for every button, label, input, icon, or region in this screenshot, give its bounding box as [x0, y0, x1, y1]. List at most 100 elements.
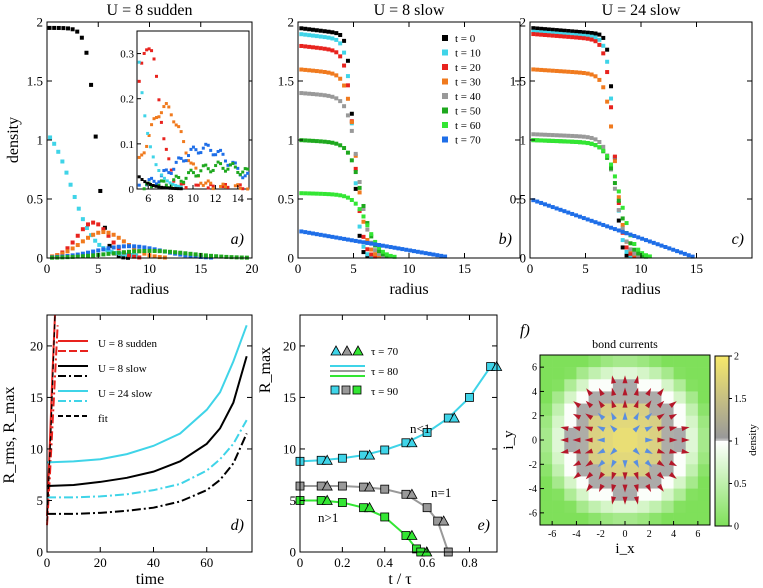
marker-square	[380, 512, 390, 522]
data-point-t20	[562, 34, 567, 39]
data-point-t30	[616, 195, 621, 200]
inset-point	[174, 123, 178, 127]
data-point-t40	[550, 133, 555, 138]
colorbar-tick-label: 2	[734, 352, 739, 363]
heatmap-cell	[637, 379, 650, 392]
data-point-t60	[361, 214, 366, 219]
inset-point	[246, 167, 250, 171]
panel-e: 0 0.2 0.4 0.6 0.8 0 5 10 15 20 t / τ R_max e) τ = 70 τ…	[257, 314, 503, 588]
current-arrow	[656, 413, 665, 421]
data-point-t70	[632, 233, 637, 238]
heatmap-cell	[697, 488, 711, 502]
data-point-t30	[612, 159, 617, 164]
inset-point	[174, 174, 178, 178]
current-arrow	[644, 459, 653, 468]
heatmap-cell	[612, 355, 626, 368]
current-arrow	[610, 447, 618, 455]
data-point-t30	[581, 71, 586, 76]
data-point-t70	[411, 249, 416, 254]
panel-b-label: b)	[499, 231, 512, 248]
data-point-t0	[318, 28, 323, 33]
inset-point	[194, 174, 198, 178]
panel-c-ytick-label: 1	[520, 133, 527, 148]
data-point-t10	[361, 244, 366, 249]
panel-e-ytick-label: 10	[283, 442, 296, 457]
data-point-t70	[326, 234, 331, 239]
data-point-t40	[377, 252, 382, 257]
data-point-t60	[577, 140, 582, 145]
data-point-t70	[593, 220, 598, 225]
legend-marker	[442, 107, 448, 114]
inset-point	[206, 179, 210, 183]
panel-a-xtick-label: 15	[194, 261, 207, 276]
panel-a-xtick-label: 5	[95, 261, 102, 276]
data-point-t40	[554, 133, 559, 138]
data-point-t1	[68, 182, 73, 187]
inset-point	[162, 137, 166, 141]
data-point-t0	[574, 29, 579, 34]
data-point-t60	[616, 189, 621, 194]
heatmap-cell	[637, 367, 650, 380]
marker-triangle	[406, 529, 418, 540]
data-point-t10	[342, 50, 347, 55]
data-point-t60	[612, 174, 617, 179]
current-arrow	[622, 411, 628, 420]
heatmap-cell	[552, 512, 565, 526]
marker-triangle	[321, 454, 333, 465]
heatmap-cell	[673, 379, 687, 392]
heatmap-cell	[612, 512, 626, 526]
series-line	[299, 365, 492, 463]
data-point-t1	[52, 141, 57, 146]
heatmap-cell	[625, 415, 638, 429]
data-point-t40	[299, 91, 304, 96]
heatmap-cell	[649, 367, 662, 380]
data-point-t10	[554, 31, 559, 36]
data-point-t70	[570, 211, 575, 216]
data-point-t3	[111, 232, 116, 237]
data-point-t2	[137, 255, 142, 260]
data-point-t0	[52, 25, 57, 30]
data-point-t30	[326, 70, 331, 75]
heatmap-cell	[637, 355, 650, 368]
data-point-t0	[566, 29, 571, 34]
legend-label: U = 24 slow	[98, 388, 152, 400]
panel-e-ytick-label: 15	[283, 390, 296, 405]
data-point-t30	[597, 77, 602, 82]
data-point-t4	[147, 246, 152, 251]
heatmap-cell	[673, 367, 687, 380]
data-point-t40	[535, 132, 540, 137]
data-point-t10	[353, 181, 358, 186]
data-point-t50	[318, 139, 323, 144]
heatmap-cell	[649, 415, 662, 429]
panel-c-ytick-label: 2	[520, 15, 527, 30]
data-point-t5	[86, 253, 90, 258]
data-point-t10	[605, 59, 610, 64]
data-point-t50	[353, 170, 358, 175]
data-point-t30	[531, 67, 536, 72]
data-point-t1	[84, 226, 89, 231]
inset-point	[204, 163, 208, 167]
data-point-t50	[377, 249, 382, 254]
legend-marker	[442, 64, 448, 70]
current-arrow	[645, 387, 652, 397]
data-point-t30	[577, 70, 582, 75]
current-arrow	[596, 437, 605, 443]
data-point-t40	[361, 206, 366, 211]
data-point-t40	[632, 251, 637, 256]
panel-e-xtick-label: 0.8	[461, 555, 477, 570]
inset-point	[241, 176, 245, 180]
data-point-t4	[142, 245, 147, 250]
legend-marker	[442, 122, 448, 128]
data-point-t0	[357, 233, 362, 238]
current-arrow	[644, 400, 652, 409]
inset-point	[204, 142, 208, 146]
data-point-t60	[558, 139, 563, 144]
current-arrow	[657, 437, 666, 443]
data-point-t40	[628, 247, 633, 252]
inset-point	[187, 171, 191, 175]
data-point-t60	[392, 254, 397, 259]
data-point-t5	[152, 248, 157, 253]
data-point-t60	[597, 145, 602, 150]
heatmap-cell	[564, 391, 577, 404]
heatmap-cell	[552, 415, 565, 429]
